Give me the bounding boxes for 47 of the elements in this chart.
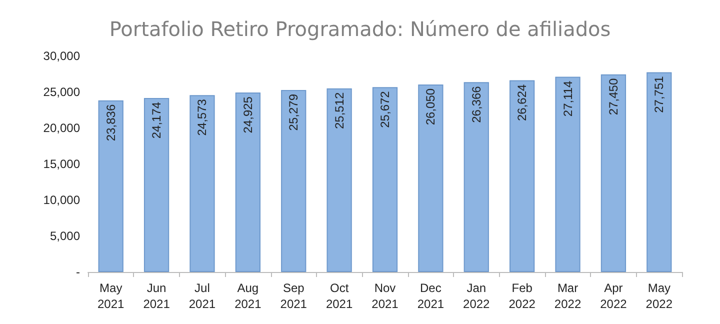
data-label: 23,836 — [104, 104, 118, 142]
data-label: 26,050 — [424, 88, 438, 126]
chart-title: Portafolio Retiro Programado: Número de afiliados — [109, 17, 611, 41]
data-label: 27,450 — [606, 78, 620, 116]
data-label: 26,624 — [515, 84, 530, 122]
x-tick-label: Jun 2021 — [143, 281, 170, 311]
data-label: 27,114 — [560, 80, 575, 117]
x-tick-label: Jan 2022 — [463, 281, 490, 311]
y-tick-label: 15,000 — [43, 157, 80, 171]
data-label: 25,672 — [378, 90, 392, 128]
bar — [281, 90, 306, 272]
y-tick-label: 20,000 — [43, 121, 80, 135]
bar — [98, 100, 124, 272]
x-tick-label: Nov 2021 — [372, 281, 399, 311]
x-tick-label: Apr 2022 — [600, 281, 628, 311]
data-label: 25,512 — [332, 92, 346, 130]
y-tick-label: 30,000 — [43, 49, 80, 63]
x-tick-label: Oct 2021 — [326, 281, 353, 311]
x-tick-label: May 2021 — [97, 281, 125, 311]
bar — [646, 72, 672, 272]
data-label: 26,366 — [469, 86, 484, 123]
data-label: 24,573 — [195, 98, 210, 136]
y-tick-label: - — [76, 265, 80, 279]
data-label: 24,925 — [240, 96, 255, 134]
bar — [372, 87, 398, 272]
bar — [235, 92, 260, 272]
y-tick-label: 10,000 — [43, 193, 80, 207]
bar — [190, 95, 215, 272]
data-label: 27,751 — [652, 76, 666, 113]
bar — [555, 76, 580, 272]
bar — [600, 74, 626, 272]
x-tick-label: Aug 2021 — [234, 281, 262, 311]
data-label: 24,174 — [150, 102, 164, 139]
y-tick-label: 25,000 — [43, 85, 80, 99]
y-tick-label: 5,000 — [50, 229, 80, 243]
bar — [144, 98, 170, 272]
bar — [464, 82, 489, 272]
bar — [510, 80, 535, 272]
x-tick-label: Mar 2022 — [554, 281, 582, 311]
bar — [326, 88, 352, 272]
x-tick-label: Feb 2022 — [508, 281, 536, 311]
x-tick-label: May 2022 — [646, 281, 673, 311]
x-tick-label: Dec 2021 — [417, 281, 444, 311]
data-label: 25,279 — [286, 94, 301, 131]
x-tick-label: Sep 2021 — [280, 281, 308, 311]
x-tick-label: Jul 2021 — [188, 281, 216, 311]
bar — [418, 84, 444, 272]
